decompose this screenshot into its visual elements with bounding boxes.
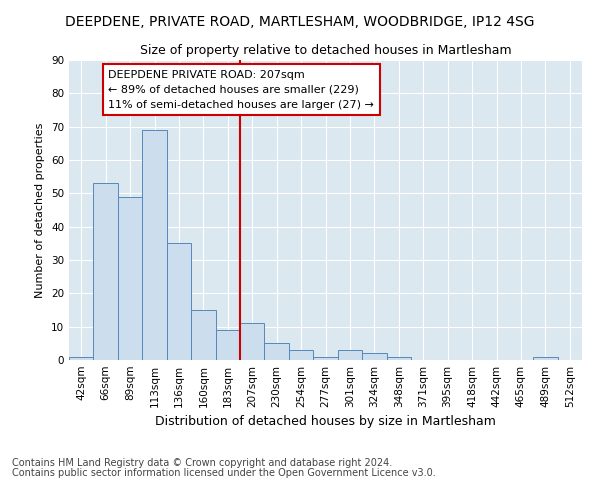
- Bar: [215, 330, 240, 360]
- X-axis label: Distribution of detached houses by size in Martlesham: Distribution of detached houses by size …: [155, 416, 496, 428]
- Bar: [240, 324, 265, 360]
- Bar: [362, 354, 386, 360]
- Bar: [386, 356, 411, 360]
- Bar: [533, 356, 557, 360]
- Text: DEEPDENE, PRIVATE ROAD, MARTLESHAM, WOODBRIDGE, IP12 4SG: DEEPDENE, PRIVATE ROAD, MARTLESHAM, WOOD…: [65, 15, 535, 29]
- Bar: [265, 344, 289, 360]
- Bar: [289, 350, 313, 360]
- Bar: [118, 196, 142, 360]
- Bar: [313, 356, 338, 360]
- Bar: [191, 310, 215, 360]
- Text: Contains HM Land Registry data © Crown copyright and database right 2024.: Contains HM Land Registry data © Crown c…: [12, 458, 392, 468]
- Bar: [338, 350, 362, 360]
- Bar: [69, 356, 94, 360]
- Text: DEEPDENE PRIVATE ROAD: 207sqm
← 89% of detached houses are smaller (229)
11% of : DEEPDENE PRIVATE ROAD: 207sqm ← 89% of d…: [108, 70, 374, 110]
- Bar: [167, 244, 191, 360]
- Bar: [94, 184, 118, 360]
- Y-axis label: Number of detached properties: Number of detached properties: [35, 122, 46, 298]
- Bar: [142, 130, 167, 360]
- Title: Size of property relative to detached houses in Martlesham: Size of property relative to detached ho…: [140, 44, 511, 58]
- Text: Contains public sector information licensed under the Open Government Licence v3: Contains public sector information licen…: [12, 468, 436, 477]
